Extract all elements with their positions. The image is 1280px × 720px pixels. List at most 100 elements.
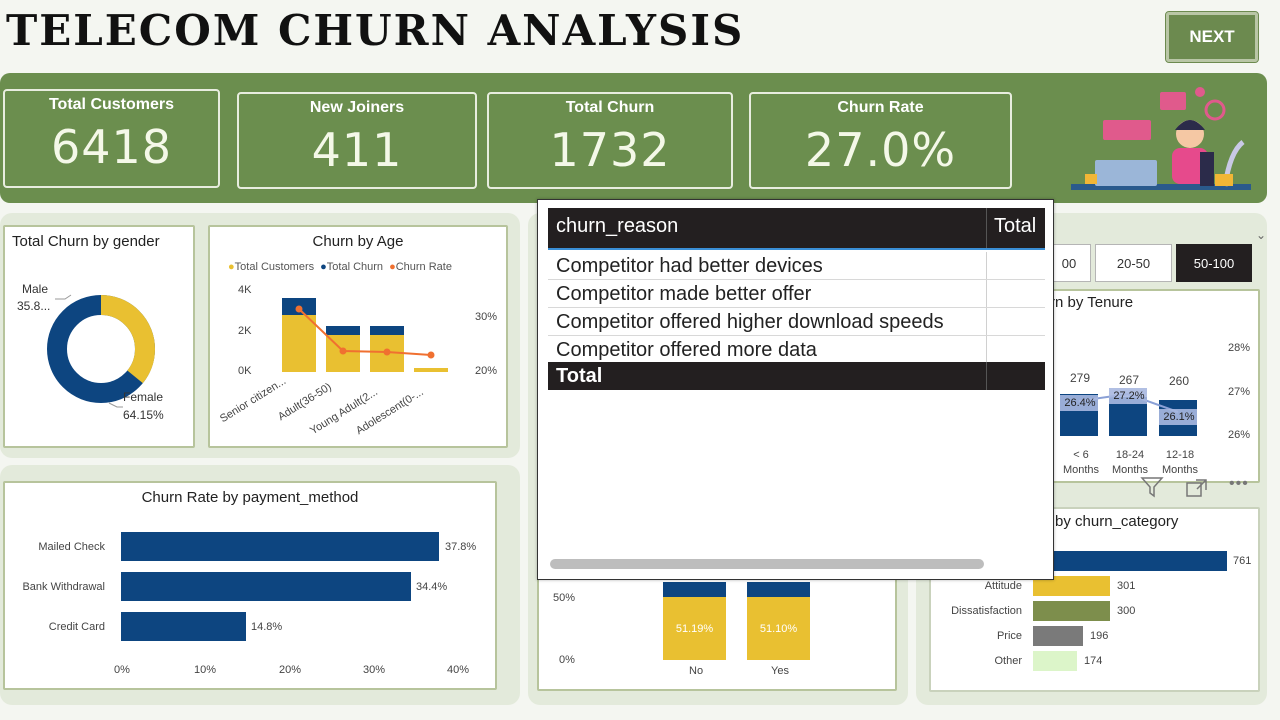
header-underline <box>548 248 1045 250</box>
y2-tick: 30% <box>475 311 498 323</box>
bar-total-churn <box>326 326 360 335</box>
chart-title: Churn by Age <box>312 233 404 250</box>
data-label: 279 <box>1070 371 1091 385</box>
table-row[interactable]: Competitor made better offer <box>548 280 1045 308</box>
focus-mode-icon[interactable] <box>1185 478 1209 498</box>
table-row[interactable]: Competitor offered more data <box>548 336 1045 364</box>
data-label: 34.4% <box>416 581 448 593</box>
category-label: Credit Card <box>48 621 105 633</box>
total-label: Total <box>556 365 603 387</box>
rate-label: 27.2% <box>1113 390 1145 402</box>
x-tick: 10% <box>194 664 217 676</box>
kpi-value: 411 <box>311 123 403 177</box>
more-options-icon[interactable]: ••• <box>1229 475 1249 492</box>
table-cell: Competitor made better offer <box>556 283 812 305</box>
data-label: 260 <box>1169 374 1190 388</box>
slicer-option-selected[interactable]: 50-100 <box>1176 244 1252 282</box>
x-tick: 30% <box>363 664 386 676</box>
x-tick: 40% <box>447 664 470 676</box>
kpi-total-customers: Total Customers 6418 <box>3 89 220 188</box>
kpi-value: 27.0% <box>804 123 957 177</box>
category-label: Attitude <box>984 580 1022 592</box>
table-cell: Competitor had better devices <box>556 255 823 277</box>
category-label: Mailed Check <box>38 541 105 553</box>
y2-tick: 27% <box>1228 386 1251 398</box>
category-label: Bank Withdrawal <box>22 581 105 593</box>
category-label: Price <box>996 630 1022 642</box>
chart-title: Churn Rate by payment_method <box>141 489 359 506</box>
table-header: churn_reason Total <box>548 208 1045 248</box>
y-tick: 0% <box>559 654 575 666</box>
kpi-churn-rate: Churn Rate 27.0% <box>749 92 1012 189</box>
next-button[interactable]: NEXT <box>1165 11 1259 63</box>
table-cell: Competitor offered more data <box>556 339 817 361</box>
chart-title: by churn_category <box>1055 513 1179 530</box>
kpi-total-churn: Total Churn 1732 <box>487 92 733 189</box>
legend-dot-icon: ● <box>228 261 235 273</box>
bar-category <box>1033 626 1083 646</box>
bar-credit-card <box>121 612 246 641</box>
data-label: 761 <box>1233 555 1252 567</box>
x-tick: 18-24 Months <box>1111 449 1149 476</box>
x-tick: 0% <box>114 664 130 676</box>
gender-chart: Total Churn by gender Male 35.8... Femal… <box>3 225 195 448</box>
bar-segment-yes <box>747 597 810 660</box>
bar-segment-yes <box>747 582 810 597</box>
female-label: Female <box>123 390 164 404</box>
bar-category <box>1033 576 1110 596</box>
chevron-down-icon[interactable]: ⌄ <box>1256 228 1267 242</box>
column-header-total[interactable]: Total <box>994 215 1037 237</box>
slicer-option[interactable]: 20-50 <box>1095 244 1172 282</box>
male-label: Male <box>22 282 49 296</box>
age-chart: Churn by Age ●Total Customers ●Total Chu… <box>208 225 508 448</box>
support-agent-illustration <box>1071 87 1251 190</box>
kpi-value: 6418 <box>50 120 173 174</box>
filter-icon[interactable] <box>1140 476 1164 498</box>
rate-label: 26.1% <box>1163 411 1195 423</box>
bar-total-churn <box>370 326 404 335</box>
legend-dot-icon: ● <box>389 261 396 273</box>
table-total-row: Total <box>548 362 1045 390</box>
tenure-chart: rn by Tenure 279 267 260 26.4% 27.2% 26.… <box>1047 289 1260 483</box>
bar-category <box>1033 551 1227 571</box>
churn-rate-point <box>339 347 347 355</box>
male-value: 35.8... <box>17 299 51 313</box>
y-tick: 50% <box>553 592 576 604</box>
age-bars <box>282 298 448 372</box>
data-label: 51.10% <box>759 623 798 635</box>
x-tick: < 6 Months <box>1062 449 1100 476</box>
category-label: Dissatisfaction <box>951 605 1022 617</box>
data-label: 14.8% <box>251 621 283 633</box>
bar-mailed-check <box>121 532 439 561</box>
bar-segment-no <box>663 582 726 597</box>
legend-total-churn: ●Total Churn <box>320 261 384 273</box>
kpi-label: Churn Rate <box>837 99 924 116</box>
horizontal-scrollbar[interactable] <box>550 559 984 569</box>
rate-label-bg <box>1159 409 1197 425</box>
category-label: Other <box>994 655 1022 667</box>
data-label: 51.19% <box>675 623 714 635</box>
bar-total-customers <box>414 368 448 372</box>
y-tick: 4K <box>238 284 252 296</box>
kpi-label: Total Customers <box>48 96 175 113</box>
chart-title: Total Churn by gender <box>12 233 160 250</box>
legend-churn-rate: ●Churn Rate <box>389 261 452 273</box>
x-tick: 12-18 Months <box>1161 449 1199 476</box>
column-header-churn-reason[interactable]: churn_reason <box>556 215 679 237</box>
kpi-label: Total Churn <box>565 99 655 116</box>
bar-segment-no <box>663 597 726 660</box>
rate-label-bg <box>1060 395 1098 411</box>
y2-tick: 20% <box>475 365 498 377</box>
legend-dot-icon: ● <box>320 261 327 273</box>
rate-label: 26.4% <box>1064 397 1096 409</box>
x-tick: 20% <box>279 664 302 676</box>
table-row[interactable]: Competitor had better devices <box>548 252 1045 280</box>
table-row[interactable]: Competitor offered higher download speed… <box>548 308 1045 336</box>
female-value: 64.15% <box>123 408 164 422</box>
bar-category <box>1033 601 1110 621</box>
kpi-banner <box>0 73 1267 203</box>
churn-reason-table[interactable]: churn_reason Total Competitor had better… <box>537 199 1054 580</box>
kpi-value: 1732 <box>549 123 671 177</box>
legend-total-customers: ●Total Customers <box>228 261 315 273</box>
churn-rate-point <box>383 348 391 356</box>
